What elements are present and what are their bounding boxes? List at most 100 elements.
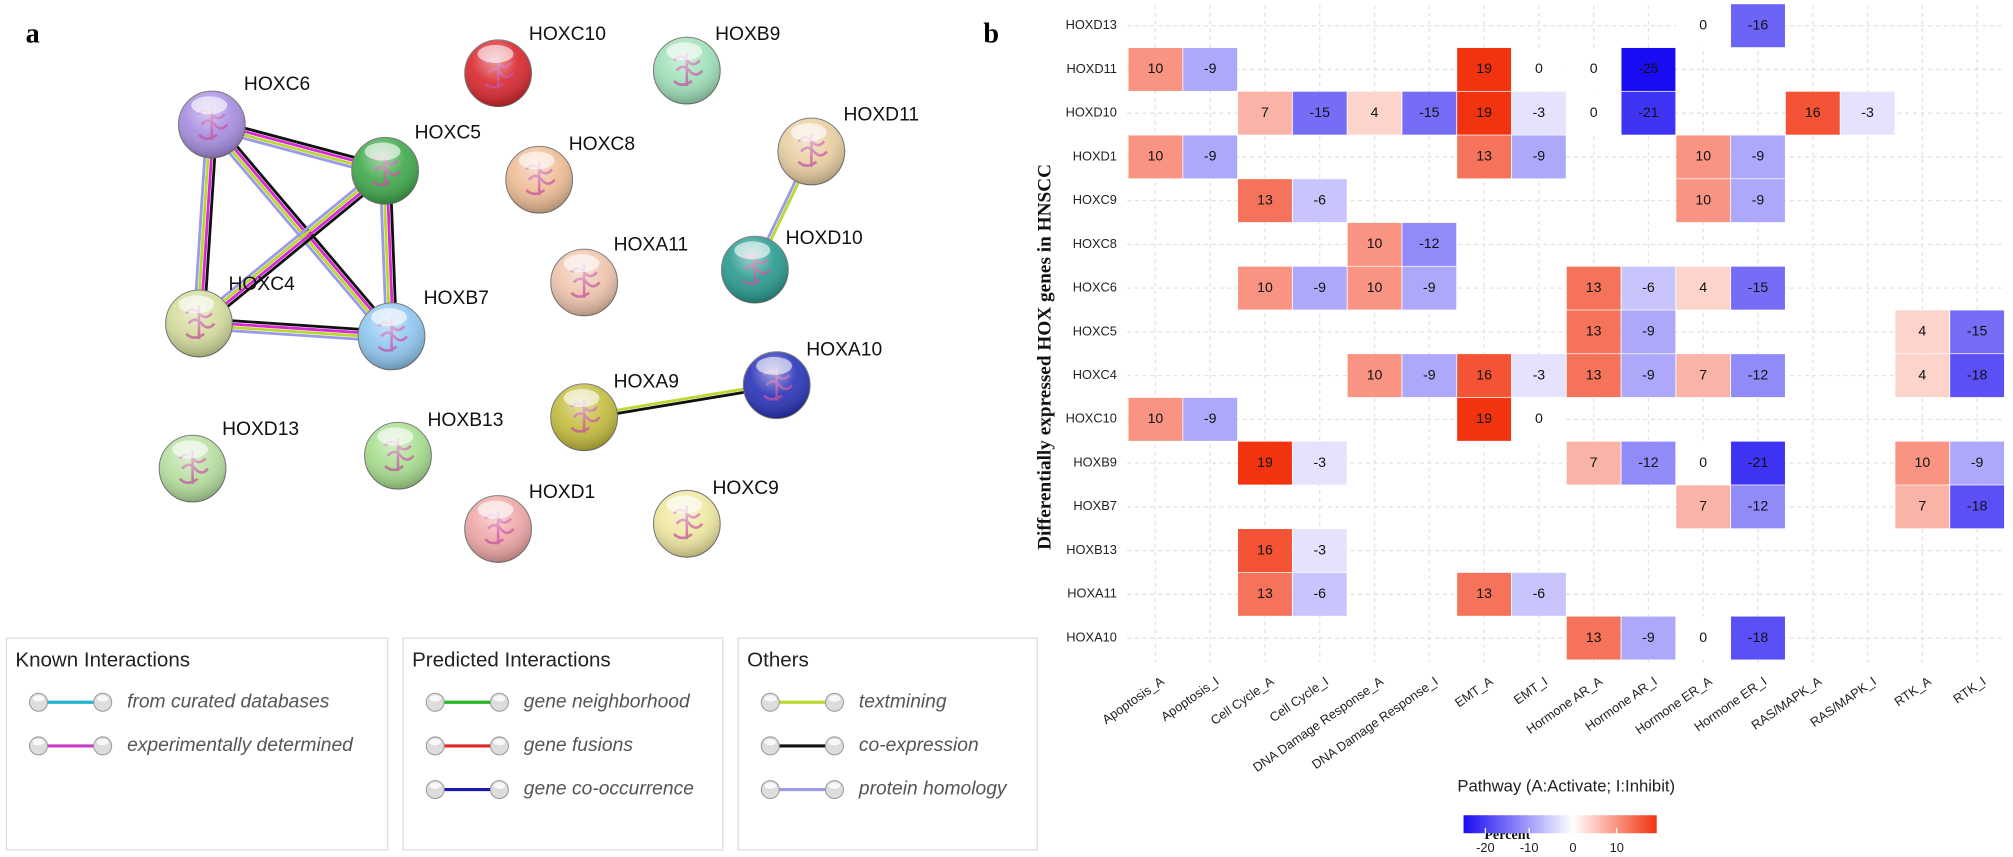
heat-cell [1457,91,1512,135]
heat-cell [1457,572,1512,616]
legend-label: gene neighborhood [524,691,691,712]
cell-label: -3 [1533,366,1546,382]
cell-label: 10 [1367,235,1383,251]
heat-cell [1566,441,1621,485]
legend-ball-shine [493,695,506,702]
node-highlight [191,96,228,115]
heat-cell [1621,441,1676,485]
legend-ball-shine [828,738,841,746]
edge [212,122,394,337]
column-label: RTK_I [1950,673,1988,706]
edge [206,126,389,341]
legend-ball-shine [493,738,506,746]
node-highlight [790,123,827,142]
colorbar-segment [1630,815,1635,834]
heat-cell [1238,179,1292,223]
heatmap-panel: b Differentially expressed HOX genes in … [983,4,2006,855]
cell-label: 13 [1476,148,1492,164]
edge [197,168,385,324]
colorbar-segment [1479,815,1484,834]
heat-cell [1950,485,2005,529]
legend-label: co-expression [859,735,979,756]
colorbar-segment [1646,815,1651,834]
heat-cell [1292,441,1347,485]
cell-label: 10 [1695,148,1711,164]
heat-cell [1238,529,1292,573]
heat-cell [1731,179,1785,223]
colorbar-segment [1473,815,1478,834]
colorbar-segment [1553,815,1558,834]
node-highlight [563,389,600,407]
colorbar-segment [1495,815,1500,834]
colorbar-segment [1649,815,1654,834]
node-label: HOXD13 [222,419,299,440]
legend-label: gene fusions [524,735,634,756]
heat-cell [1457,354,1512,398]
cell-label: -9 [1204,410,1217,426]
legend-title: Predicted Interactions [412,649,611,672]
colorbar-segment [1652,815,1657,834]
colorbar-tick-label: -10 [1520,840,1539,855]
cell-label: 4 [1918,366,1926,382]
row-label: HOXC8 [1073,236,1117,251]
cell-label: 0 [1590,104,1598,120]
cell-label: -9 [1313,279,1326,295]
row-label: HOXC10 [1066,411,1117,426]
heat-cell [1676,179,1731,223]
cell-label: 10 [1367,279,1383,295]
cell-label: 10 [1148,410,1164,426]
cell-label: 10 [1257,279,1273,295]
edge [214,120,397,335]
heat-cell [1457,135,1512,179]
cell-label: 10 [1914,454,1930,470]
colorbar-segment [1543,815,1548,834]
node-highlight [518,151,555,170]
node-label: HOXA10 [806,340,882,361]
cell-label: 7 [1699,366,1707,382]
heat-cell [1950,310,2005,354]
heat-cell [1621,266,1676,310]
heat-cell [1347,354,1402,398]
colorbar-segment [1582,815,1587,834]
heat-cell [1566,266,1621,310]
row-label: HOXA10 [1066,629,1117,644]
heat-cell [1950,354,2005,398]
colorbar-segment [1614,815,1619,834]
colorbar-segment [1508,815,1513,834]
cell-label: -9 [1752,148,1765,164]
legend-label: from curated databases [127,691,330,712]
heat-cell [1621,616,1676,660]
cell-label: -6 [1533,585,1546,601]
heat-cell [1238,441,1292,485]
edge [201,173,390,329]
colorbar-segment [1563,815,1567,834]
heat-cell [1785,91,1840,135]
legend-ball-shine [429,695,441,702]
colorbar-segment [1588,815,1593,834]
node-label: HOXB7 [424,288,489,309]
row-label: HOXC4 [1073,367,1117,382]
legend-ball-shine [764,738,777,746]
legend-ball-shine [32,695,45,702]
cell-label: 13 [1586,629,1602,645]
legend-label: protein homology [858,779,1008,800]
cell-label: -9 [1642,629,1655,645]
cell-label: 13 [1586,366,1602,382]
cell-label: -18 [1967,366,1988,382]
heat-cell [1128,397,1183,441]
heat-cell [1950,441,2005,485]
cell-label: -18 [1967,498,1988,514]
cell-label: 19 [1476,104,1492,120]
cell-label: 10 [1148,148,1164,164]
node-label: HOXB13 [428,410,504,431]
heat-cell [1676,4,1731,48]
heat-cell [1731,354,1785,398]
colorbar-segment [1601,815,1606,834]
cell-label: 0 [1699,629,1707,645]
heat-cell [1511,354,1566,398]
heat-cell [1457,397,1512,441]
heat-cell [1292,91,1347,135]
colorbar-segment [1627,815,1632,834]
cell-label: 0 [1699,16,1707,32]
heat-cell [1511,91,1566,135]
